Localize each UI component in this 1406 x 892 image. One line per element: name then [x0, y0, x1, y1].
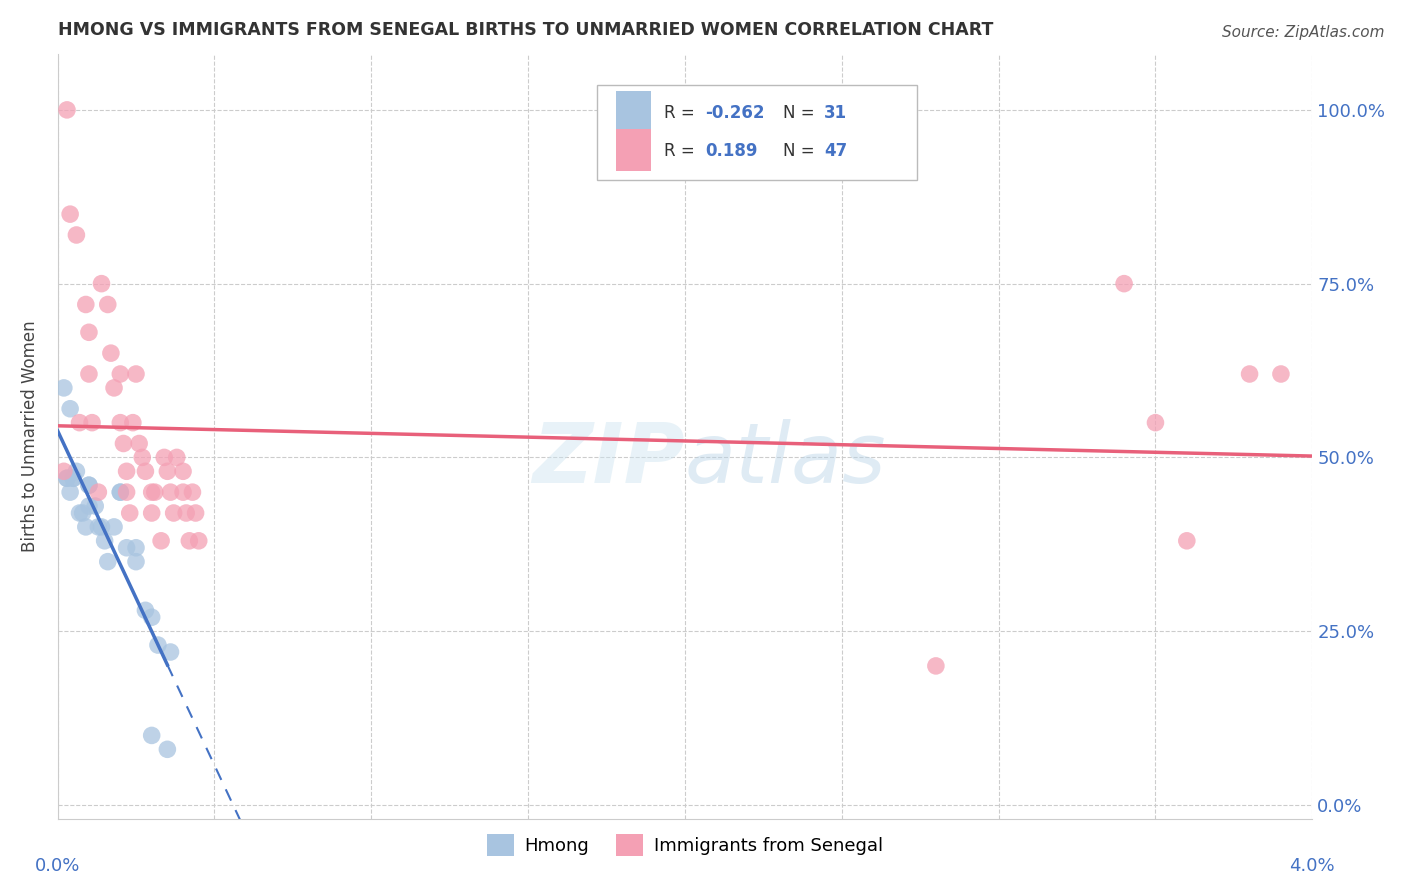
Point — [103, 520, 125, 534]
Point — [97, 555, 120, 569]
Point — [141, 506, 163, 520]
Legend: Hmong, Immigrants from Senegal: Hmong, Immigrants from Senegal — [479, 827, 890, 863]
Text: N =: N = — [783, 104, 820, 122]
Point — [121, 416, 143, 430]
Point — [134, 464, 156, 478]
Point — [118, 506, 141, 520]
Point — [128, 436, 150, 450]
Point — [77, 367, 100, 381]
Point — [156, 464, 179, 478]
Y-axis label: Births to Unmarried Women: Births to Unmarried Women — [21, 321, 39, 552]
Point — [77, 326, 100, 340]
Point — [150, 533, 173, 548]
Point — [52, 381, 75, 395]
Point — [103, 381, 125, 395]
Point — [184, 506, 207, 520]
Point — [87, 485, 110, 500]
Point — [110, 367, 132, 381]
Point — [52, 464, 75, 478]
Bar — [616, 91, 651, 133]
Point — [125, 555, 148, 569]
Text: 31: 31 — [824, 104, 848, 122]
Point — [156, 742, 179, 756]
Point — [179, 533, 201, 548]
Point — [131, 450, 153, 465]
Point — [159, 485, 181, 500]
Point — [125, 367, 148, 381]
Text: 0.189: 0.189 — [704, 143, 758, 161]
Point — [141, 485, 163, 500]
Point — [174, 506, 197, 520]
Point — [141, 728, 163, 742]
Point — [56, 471, 79, 485]
Point — [56, 103, 79, 117]
Point — [187, 533, 209, 548]
Point — [62, 471, 84, 485]
Point — [90, 520, 112, 534]
Point — [75, 520, 97, 534]
Text: R =: R = — [664, 104, 700, 122]
Point — [115, 485, 138, 500]
Text: 4.0%: 4.0% — [1289, 857, 1336, 875]
Point — [125, 541, 148, 555]
Point — [84, 499, 107, 513]
Text: atlas: atlas — [685, 419, 887, 500]
Point — [59, 401, 82, 416]
Point — [1239, 367, 1261, 381]
Text: 47: 47 — [824, 143, 848, 161]
Point — [65, 464, 87, 478]
Point — [56, 471, 79, 485]
Point — [146, 638, 169, 652]
Point — [166, 450, 188, 465]
Point — [112, 436, 135, 450]
Point — [93, 533, 115, 548]
Point — [59, 207, 82, 221]
Point — [100, 346, 122, 360]
Point — [77, 478, 100, 492]
Point — [65, 227, 87, 242]
Point — [925, 659, 948, 673]
Point — [1175, 533, 1198, 548]
Text: N =: N = — [783, 143, 820, 161]
Point — [181, 485, 204, 500]
Point — [87, 520, 110, 534]
Point — [90, 277, 112, 291]
Text: Source: ZipAtlas.com: Source: ZipAtlas.com — [1222, 25, 1385, 40]
Point — [163, 506, 186, 520]
Point — [153, 450, 176, 465]
Point — [110, 485, 132, 500]
Point — [1270, 367, 1292, 381]
Point — [115, 464, 138, 478]
Text: ZIP: ZIP — [533, 419, 685, 500]
Point — [77, 499, 100, 513]
Point — [159, 645, 181, 659]
Point — [141, 610, 163, 624]
FancyBboxPatch shape — [598, 85, 917, 180]
Point — [110, 485, 132, 500]
Point — [134, 603, 156, 617]
Text: R =: R = — [664, 143, 700, 161]
Point — [1144, 416, 1167, 430]
Point — [1114, 277, 1136, 291]
Point — [77, 478, 100, 492]
Text: 0.0%: 0.0% — [35, 857, 80, 875]
Point — [97, 297, 120, 311]
Point — [110, 416, 132, 430]
Point — [69, 506, 91, 520]
Text: -0.262: -0.262 — [704, 104, 765, 122]
Point — [115, 541, 138, 555]
Point — [172, 464, 194, 478]
Point — [62, 471, 84, 485]
Point — [75, 297, 97, 311]
Bar — [616, 129, 651, 171]
Point — [172, 485, 194, 500]
Point — [143, 485, 166, 500]
Point — [59, 485, 82, 500]
Point — [69, 416, 91, 430]
Point — [72, 506, 94, 520]
Point — [80, 416, 103, 430]
Text: HMONG VS IMMIGRANTS FROM SENEGAL BIRTHS TO UNMARRIED WOMEN CORRELATION CHART: HMONG VS IMMIGRANTS FROM SENEGAL BIRTHS … — [58, 21, 993, 39]
